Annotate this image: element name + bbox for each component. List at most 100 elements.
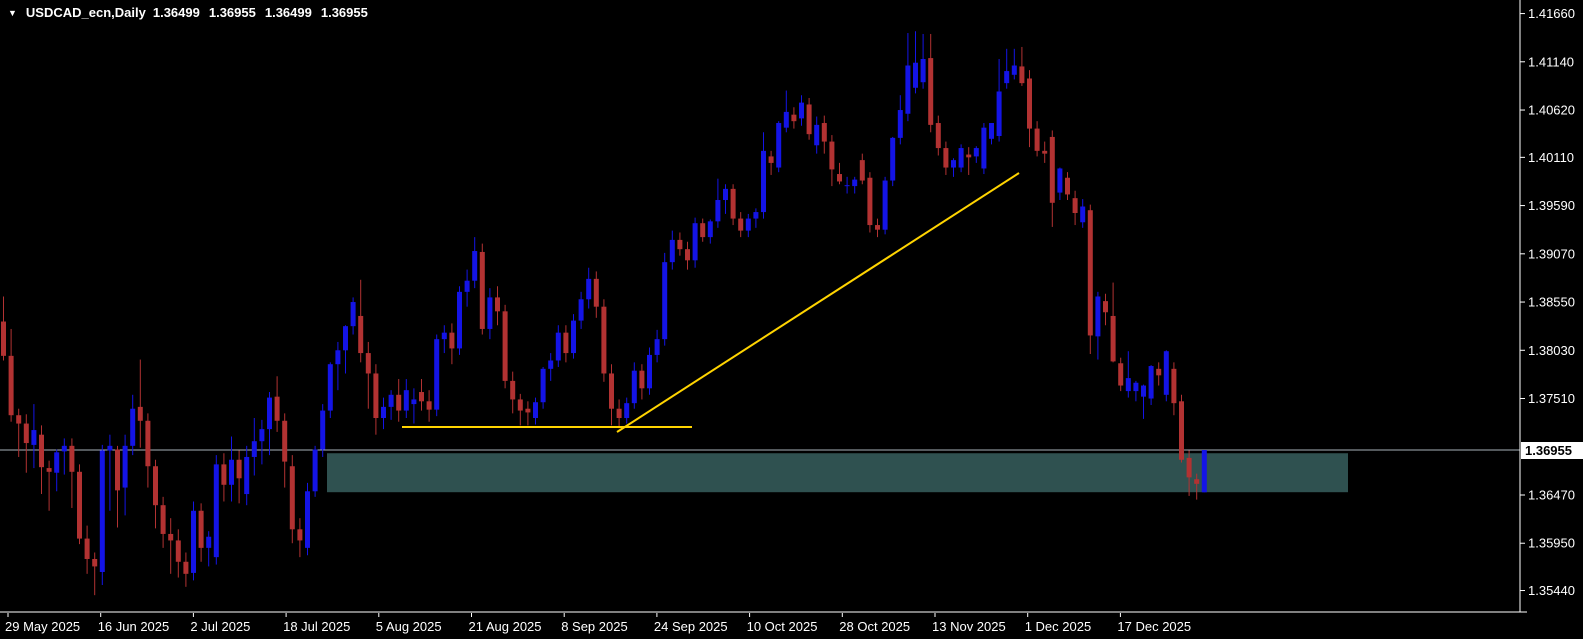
candle-bull [571,320,576,354]
candle-bull [1057,168,1063,193]
symbol-period-label: USDCAD_ecn,Daily [25,5,146,20]
candle-bear [517,399,523,411]
price-tick-label: 1.39070 [1528,246,1575,261]
candle-bear [1103,301,1108,313]
candle-bear [738,218,744,231]
candle-bear [8,355,14,416]
candle-bear [289,466,295,530]
candle-bear [928,58,934,125]
candle-bull [958,148,964,168]
candle-bear [616,408,622,418]
ohlc-close: 1.36955 [320,5,368,20]
candle-bull [715,200,721,222]
candle-bull [783,111,789,128]
candle-bear [274,396,280,421]
candle-bull [31,430,37,445]
candle-bear [46,468,52,472]
candle-bear [1171,368,1177,404]
candle-bull [669,239,675,263]
candle-bull [388,394,394,407]
price-tick-label: 1.35950 [1528,536,1575,551]
candle-bull [973,148,979,157]
candle-bull [267,397,272,430]
price-tick-label: 1.38550 [1528,295,1575,310]
candle-bull [913,62,918,88]
candle-bull [662,262,668,340]
candle-bull [533,402,538,418]
candle-bear [198,510,204,548]
candle-bear [282,420,288,462]
candle-bull [191,510,196,573]
candle-bear [426,401,432,410]
candle-bull [890,137,896,181]
candle-bear [601,306,607,374]
candle-bear [168,533,174,541]
candle-bull [548,360,554,369]
candle-bull [996,91,1002,137]
price-tick-label: 1.40620 [1528,103,1575,118]
candle-bear [966,154,972,158]
candle-bear [479,251,485,329]
candle-bull [989,123,994,139]
candle-bull [852,179,858,187]
candle-bear [153,466,158,506]
trendline[interactable] [616,172,1020,433]
candle-bull [1011,65,1017,75]
candle-bull [1095,296,1101,337]
candle-bull [457,291,462,349]
candle-bear [867,177,873,226]
candle-bull [1201,450,1207,493]
candle-bear [502,311,508,381]
candle-bull [951,160,956,168]
candle-bear [609,373,614,409]
time-tick-label: 13 Nov 2025 [932,619,1006,634]
candle-bull [244,456,250,495]
candle-bear [875,225,880,230]
candle-bull [343,326,348,351]
candle-bear [859,160,865,181]
candle-bull [540,368,546,403]
candle-bear [677,239,683,250]
candle-bear [730,188,736,219]
candle-bull [1125,378,1131,392]
candle-bear [525,408,531,413]
demand-zone[interactable] [327,453,1348,493]
symbol-dropdown-icon[interactable]: ▼ [8,7,17,18]
candle-bull [350,302,356,327]
candle-bear [829,141,835,170]
candle-bear [137,406,143,421]
candle-bear [365,353,371,374]
candle-bear [821,123,827,142]
candle-bull [1141,385,1146,397]
candle-bull [54,452,60,473]
candle-bear [593,278,599,307]
candle-bear [69,445,75,472]
time-tick-label: 16 Jun 2025 [98,619,170,634]
candle-bear [495,297,500,312]
time-tick-label: 21 Aug 2025 [469,619,542,634]
time-tick-label: 1 Dec 2025 [1025,619,1092,634]
candle-bull [320,410,326,450]
price-tick-label: 1.41140 [1528,54,1574,69]
candle-bull [799,102,804,119]
candle-bull [441,332,447,340]
candle-bull [61,445,67,452]
candle-bear [39,434,44,468]
candle-bull [1148,366,1154,399]
candle-bull [776,123,782,168]
time-tick-label: 10 Oct 2025 [747,619,818,634]
candle-bear [396,394,402,411]
price-tick-label: 1.36470 [1528,487,1575,502]
candle-bear [1118,363,1124,386]
ohlc-low: 1.36499 [264,5,312,20]
candle-bear [221,464,227,485]
candle-bull [578,299,584,321]
candle-bull [647,354,652,389]
candle-bull [251,441,257,457]
candle-bull [897,110,903,138]
candle-bull [312,449,318,492]
candle-bear [639,370,645,389]
chart-title: ▼ USDCAD_ecn,Daily 1.36499 1.36955 1.364… [8,5,368,20]
candle-bull [472,251,478,281]
